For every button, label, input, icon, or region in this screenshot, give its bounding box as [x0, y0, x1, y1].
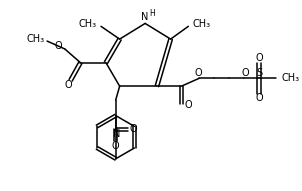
Text: O: O [185, 100, 192, 110]
Text: O: O [241, 68, 249, 79]
Text: O: O [65, 80, 72, 90]
Text: CH₃: CH₃ [26, 34, 44, 44]
Text: CH₃: CH₃ [79, 19, 97, 29]
Text: O: O [194, 68, 202, 79]
Text: O: O [255, 93, 263, 103]
Text: O: O [54, 41, 62, 51]
Text: H: H [149, 9, 155, 18]
Text: N: N [113, 129, 120, 139]
Text: O: O [255, 53, 263, 63]
Text: O: O [112, 141, 120, 151]
Text: CH₃: CH₃ [192, 19, 210, 29]
Text: O: O [130, 124, 137, 134]
Text: N: N [141, 11, 149, 22]
Text: S: S [257, 68, 263, 79]
Text: CH₃: CH₃ [281, 73, 300, 83]
